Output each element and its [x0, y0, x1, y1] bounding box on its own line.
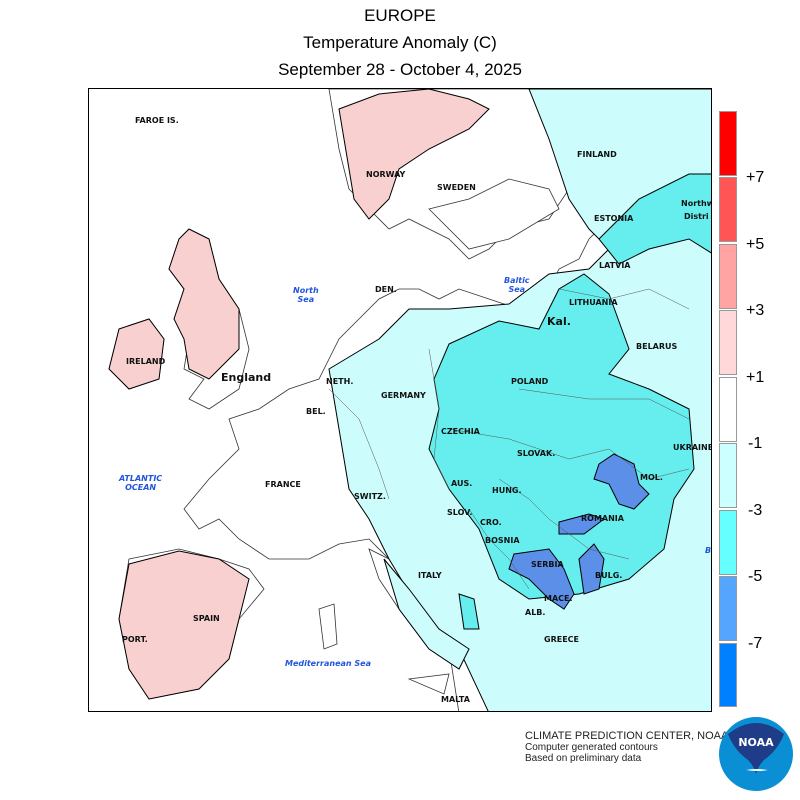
- label-germany: GERMANY: [381, 391, 426, 400]
- coast-sardinia: [318, 603, 338, 650]
- map-canvas: [108, 89, 711, 711]
- label-denmark: DEN.: [375, 285, 397, 294]
- atlantic-line2: OCEAN: [125, 483, 157, 492]
- label-bulgaria: BULG.: [595, 571, 623, 580]
- legend-bin: [719, 377, 737, 442]
- label-bosnia: BOSNIA: [485, 536, 520, 545]
- legend-bin: [719, 443, 737, 508]
- label-belgium: BEL.: [306, 407, 326, 416]
- label-atlantic-ocean: ATLANTIC OCEAN: [119, 474, 162, 492]
- map-period-title: September 28 - October 4, 2025: [278, 60, 522, 79]
- label-serbia: SERBIA: [531, 560, 564, 569]
- label-faroe: FAROE IS.: [135, 116, 179, 125]
- noaa-logo: NOAA: [719, 717, 793, 791]
- legend-label: +5: [746, 236, 765, 253]
- label-baltic-sea: Baltic Sea: [504, 276, 530, 294]
- legend-label: +1: [746, 369, 765, 386]
- anomaly-map: FAROE IS. NORWAY SWEDEN FINLAND ESTONIA …: [88, 88, 712, 712]
- label-estonia: ESTONIA: [594, 214, 634, 223]
- north-sea-line2: Sea: [297, 295, 315, 304]
- legend-label: -1: [748, 435, 763, 452]
- credit-contours: Computer generated contours: [525, 742, 658, 753]
- label-slovakia: SLOVAK.: [517, 449, 556, 458]
- label-spain: SPAIN: [193, 614, 220, 623]
- country-borders: [328, 288, 690, 590]
- label-portugal: PORT.: [122, 635, 148, 644]
- label-albania: ALB.: [525, 608, 546, 617]
- label-norway: NORWAY: [366, 170, 406, 179]
- label-finland: FINLAND: [577, 150, 617, 159]
- warm-area-iberia: [118, 550, 250, 700]
- legend-bin: [719, 510, 737, 575]
- label-lithuania: LITHUANIA: [569, 298, 618, 307]
- label-england: England: [221, 371, 272, 384]
- label-mediterranean-sea: Mediterranean Sea: [285, 659, 371, 668]
- label-northwest-1: Northw: [681, 199, 712, 208]
- noaa-logo-text: NOAA: [738, 736, 774, 749]
- coast-scandinavia-gulf: [428, 178, 560, 250]
- cool3-area-serbia: [508, 548, 575, 610]
- warm-area-britain: [168, 228, 240, 380]
- label-netherlands: NETH.: [326, 377, 354, 386]
- cool2-area-northeast: [598, 173, 711, 265]
- legend-bin: [719, 310, 737, 375]
- cool3-area-romania-w: [558, 513, 606, 535]
- cool-anomaly-areas-2: [428, 173, 711, 630]
- legend-bin: [719, 111, 737, 176]
- label-macedonia: MACE.: [544, 594, 573, 603]
- label-belarus: BELARUS: [636, 342, 678, 351]
- legend-bin: [719, 576, 737, 641]
- label-north-sea: North Sea: [293, 286, 319, 304]
- label-ireland: IRELAND: [126, 357, 166, 366]
- baltic-sea-line2: Sea: [508, 285, 526, 294]
- label-slovenia: SLOV.: [447, 508, 473, 517]
- legend-label: -7: [748, 635, 763, 652]
- label-ukraine: UKRAINE: [673, 443, 712, 452]
- label-sweden: SWEDEN: [437, 183, 476, 192]
- legend-label: +7: [746, 169, 765, 186]
- warm-anomaly-areas: [108, 89, 490, 700]
- cool-anomaly-areas-3: [508, 453, 650, 610]
- map-region-title: EUROPE: [364, 6, 436, 25]
- label-greece: GREECE: [544, 635, 579, 644]
- cool2-area-italy: [458, 593, 480, 630]
- cool3-area-bulgaria: [578, 543, 605, 595]
- legend-bin: [719, 177, 737, 242]
- map-variable-title: Temperature Anomaly (C): [303, 33, 497, 52]
- credit-agency: CLIMATE PREDICTION CENTER, NOAA: [525, 730, 729, 742]
- baltic-sea-line1: Baltic: [504, 276, 530, 285]
- label-switzerland: SWITZ.: [354, 492, 386, 501]
- label-france: FRANCE: [265, 480, 301, 489]
- label-czechia: CZECHIA: [441, 427, 480, 436]
- legend-label: +3: [746, 302, 765, 319]
- credit-preliminary: Based on preliminary data: [525, 753, 642, 764]
- label-italy: ITALY: [418, 571, 442, 580]
- north-sea-line1: North: [293, 286, 319, 295]
- legend-label: -5: [748, 568, 763, 585]
- label-moldova: MOL.: [640, 473, 663, 482]
- label-austria: AUS.: [451, 479, 473, 488]
- legend-label: -3: [748, 502, 763, 519]
- coast-sicily: [407, 673, 450, 695]
- label-romania: ROMANIA: [581, 514, 624, 523]
- label-malta: MALTA: [441, 695, 470, 704]
- label-northwest-2: Distri: [684, 212, 709, 221]
- label-poland: POLAND: [511, 377, 549, 386]
- cool3-area-romania-ne: [593, 453, 650, 510]
- legend-bin: [719, 244, 737, 309]
- warm-area-ireland: [108, 318, 165, 390]
- cool1-area-italy: [383, 558, 470, 670]
- label-black-sea: B: [705, 546, 712, 555]
- warm-area-norway: [338, 89, 490, 220]
- label-croatia: CRO.: [480, 518, 502, 527]
- label-latvia: LATVIA: [599, 261, 631, 270]
- label-kaliningrad: Kal.: [547, 315, 571, 328]
- label-hungary: HUNG.: [492, 486, 522, 495]
- legend-bin: [719, 643, 737, 707]
- atlantic-line1: ATLANTIC: [119, 474, 163, 483]
